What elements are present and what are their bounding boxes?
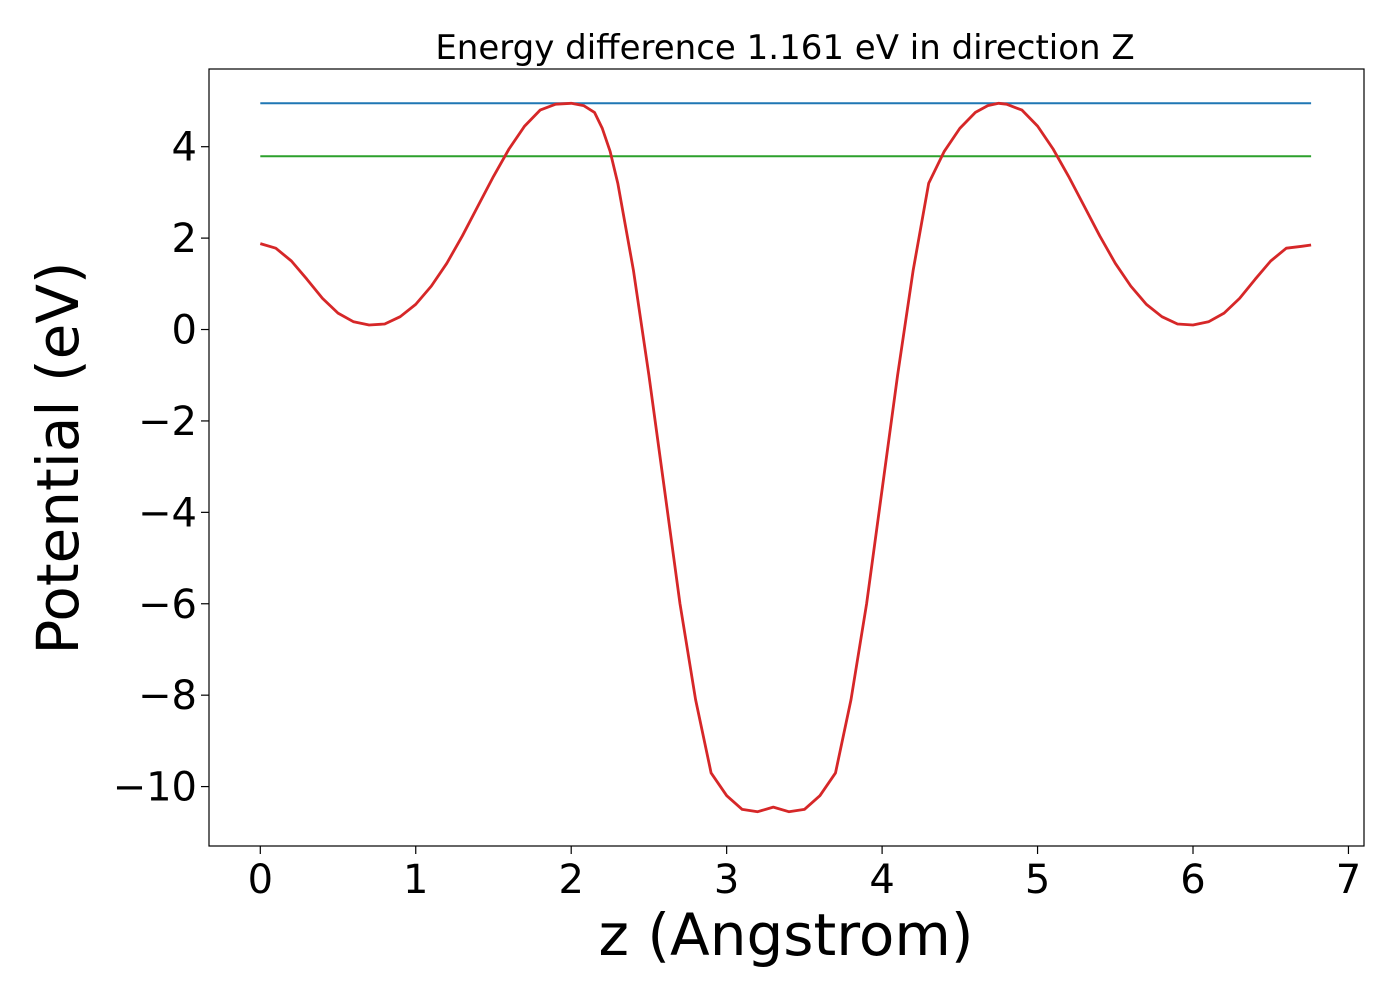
x-tick-label: 0 xyxy=(248,857,273,903)
y-tick-label: −8 xyxy=(138,673,197,719)
y-axis-label: Potential (eV) xyxy=(24,261,92,654)
y-tick-label: 2 xyxy=(172,216,197,262)
x-tick-label: 5 xyxy=(1025,857,1050,903)
x-tick-label: 4 xyxy=(869,857,894,903)
y-axis: 4 2 0 −2 −4 −6 −8 −10 xyxy=(113,125,209,811)
chart-title: Energy difference 1.161 eV in direction … xyxy=(435,28,1134,68)
plot-frame xyxy=(208,68,1365,847)
y-tick-label: −6 xyxy=(138,582,197,628)
plot-area xyxy=(259,101,1312,814)
y-tick-label: 4 xyxy=(172,125,197,171)
x-tick-label: 6 xyxy=(1180,857,1205,903)
y-tick-label: −4 xyxy=(138,490,197,536)
y-tick-label: −10 xyxy=(113,765,197,811)
x-tick-label: 2 xyxy=(558,857,583,903)
x-tick-label: 7 xyxy=(1336,857,1361,903)
x-tick-label: 1 xyxy=(403,857,428,903)
x-tick-label: 3 xyxy=(714,857,739,903)
x-axis: 0 1 2 3 4 5 6 7 xyxy=(248,846,1361,903)
series-line-3 xyxy=(259,101,1312,814)
x-axis-label: z (Angstrom) xyxy=(599,901,974,969)
y-tick-label: −2 xyxy=(138,399,197,445)
y-tick-label: 0 xyxy=(172,308,197,354)
